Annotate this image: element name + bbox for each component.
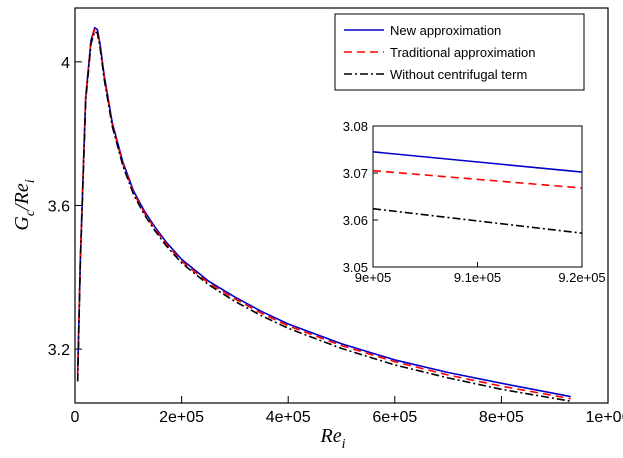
y-axis-title: Gc/Rei <box>11 179 38 230</box>
main-x-tick-label: 0 <box>71 409 80 426</box>
main-y-tick-label: 3.2 <box>48 342 70 359</box>
inset-y-tick-label: 3.08 <box>343 119 368 134</box>
main-x-tick-label: 2e+05 <box>159 409 204 426</box>
inset-background <box>373 126 582 267</box>
main-axis-ticks: 0 2e+05 4e+05 6e+05 8e+05 1e+06 3.2 3.6 4 <box>48 55 623 426</box>
x-axis-title: Rei <box>320 425 346 452</box>
main-y-tick-label: 3.6 <box>48 199 70 216</box>
main-x-tick-label: 6e+05 <box>372 409 417 426</box>
main-series-without <box>76 30 571 402</box>
legend-label-traditional: Traditional approximation <box>390 45 535 60</box>
legend-label-without: Without centrifugal term <box>390 67 527 82</box>
main-x-tick-label: 1e+06 <box>586 409 623 426</box>
main-x-tick-label: 4e+05 <box>266 409 311 426</box>
main-series-traditional <box>76 28 571 400</box>
main-series-group <box>76 26 571 402</box>
inset-series-new <box>372 151 583 173</box>
inset-x-tick-label: 9e+05 <box>355 270 392 285</box>
inset-y-tick-label: 3.06 <box>343 213 368 228</box>
inset-axis-ticks: 9e+05 9.1e+05 9.2e+05 3.05 3.06 3.07 3.08 <box>343 119 606 285</box>
inset-y-tick-label: 3.07 <box>343 166 368 181</box>
inset-x-tick-label: 9.1e+05 <box>454 270 501 285</box>
inset-x-tick-label: 9.2e+05 <box>558 270 605 285</box>
inset-series-group <box>372 151 583 234</box>
legend-label-new: New approximation <box>390 23 501 38</box>
main-y-tick-label: 4 <box>61 55 70 72</box>
inset-series-traditional <box>372 169 583 189</box>
legend: New approximation Traditional approximat… <box>334 13 585 91</box>
inset-series-without <box>372 207 583 234</box>
main-x-tick-label: 8e+05 <box>479 409 524 426</box>
inset-y-tick-label: 3.05 <box>343 260 368 275</box>
